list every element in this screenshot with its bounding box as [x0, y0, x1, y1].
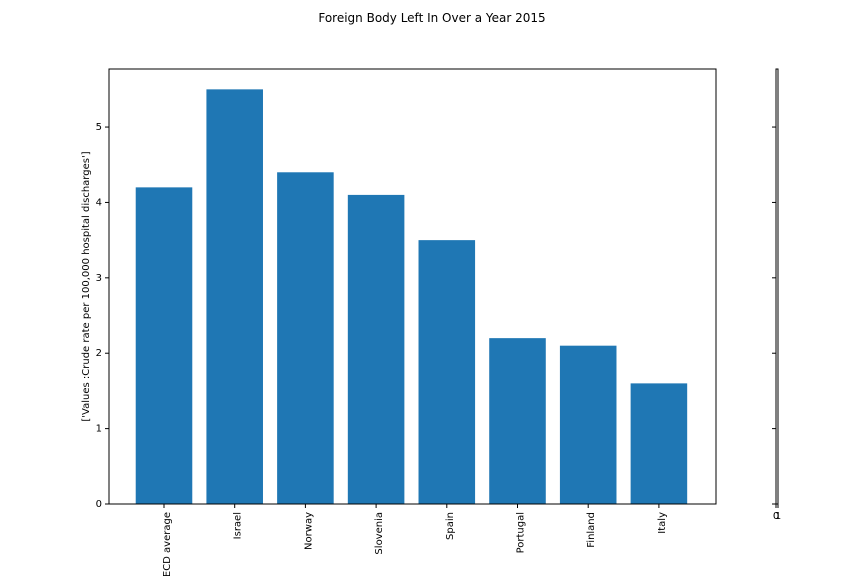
bar — [559, 345, 617, 504]
bar — [277, 172, 334, 504]
x-tick-label: Finland — [586, 512, 597, 548]
x-tick-label: Israel — [233, 512, 244, 539]
bar — [418, 240, 476, 504]
x-tick-label: Portugal — [516, 512, 527, 553]
bar — [630, 383, 688, 504]
x-tick-label: Italy — [657, 512, 668, 534]
plot-frame — [108, 68, 717, 505]
y-tick-label: 0 — [96, 499, 102, 510]
bar — [489, 338, 546, 504]
bar — [206, 89, 263, 504]
x-tick-label: 0 — [773, 511, 779, 522]
y-tick-label: 4 — [96, 197, 102, 208]
y-axis-label: ['Values :Crude rate per 100,000 hospita… — [81, 151, 92, 421]
chart-title: Foreign Body Left In Over a Year 2015 — [318, 11, 545, 25]
bar — [347, 194, 405, 504]
y-tick-label: 1 — [96, 424, 102, 435]
x-tick-label: 1 — [775, 511, 781, 522]
plot-frame — [775, 68, 779, 505]
y-tick-label: 5 — [96, 122, 102, 133]
y-tick-label: 3 — [96, 273, 102, 284]
x-tick-label: Slovenia — [374, 512, 385, 555]
x-tick-label: OECD average — [162, 512, 173, 576]
x-tick-label: Norway — [303, 512, 314, 550]
y-tick-label: 2 — [96, 348, 102, 359]
bar — [135, 187, 193, 504]
x-tick-label: Spain — [445, 512, 456, 540]
